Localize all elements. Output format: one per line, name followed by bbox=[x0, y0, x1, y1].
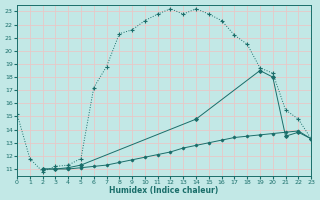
X-axis label: Humidex (Indice chaleur): Humidex (Indice chaleur) bbox=[109, 186, 219, 195]
